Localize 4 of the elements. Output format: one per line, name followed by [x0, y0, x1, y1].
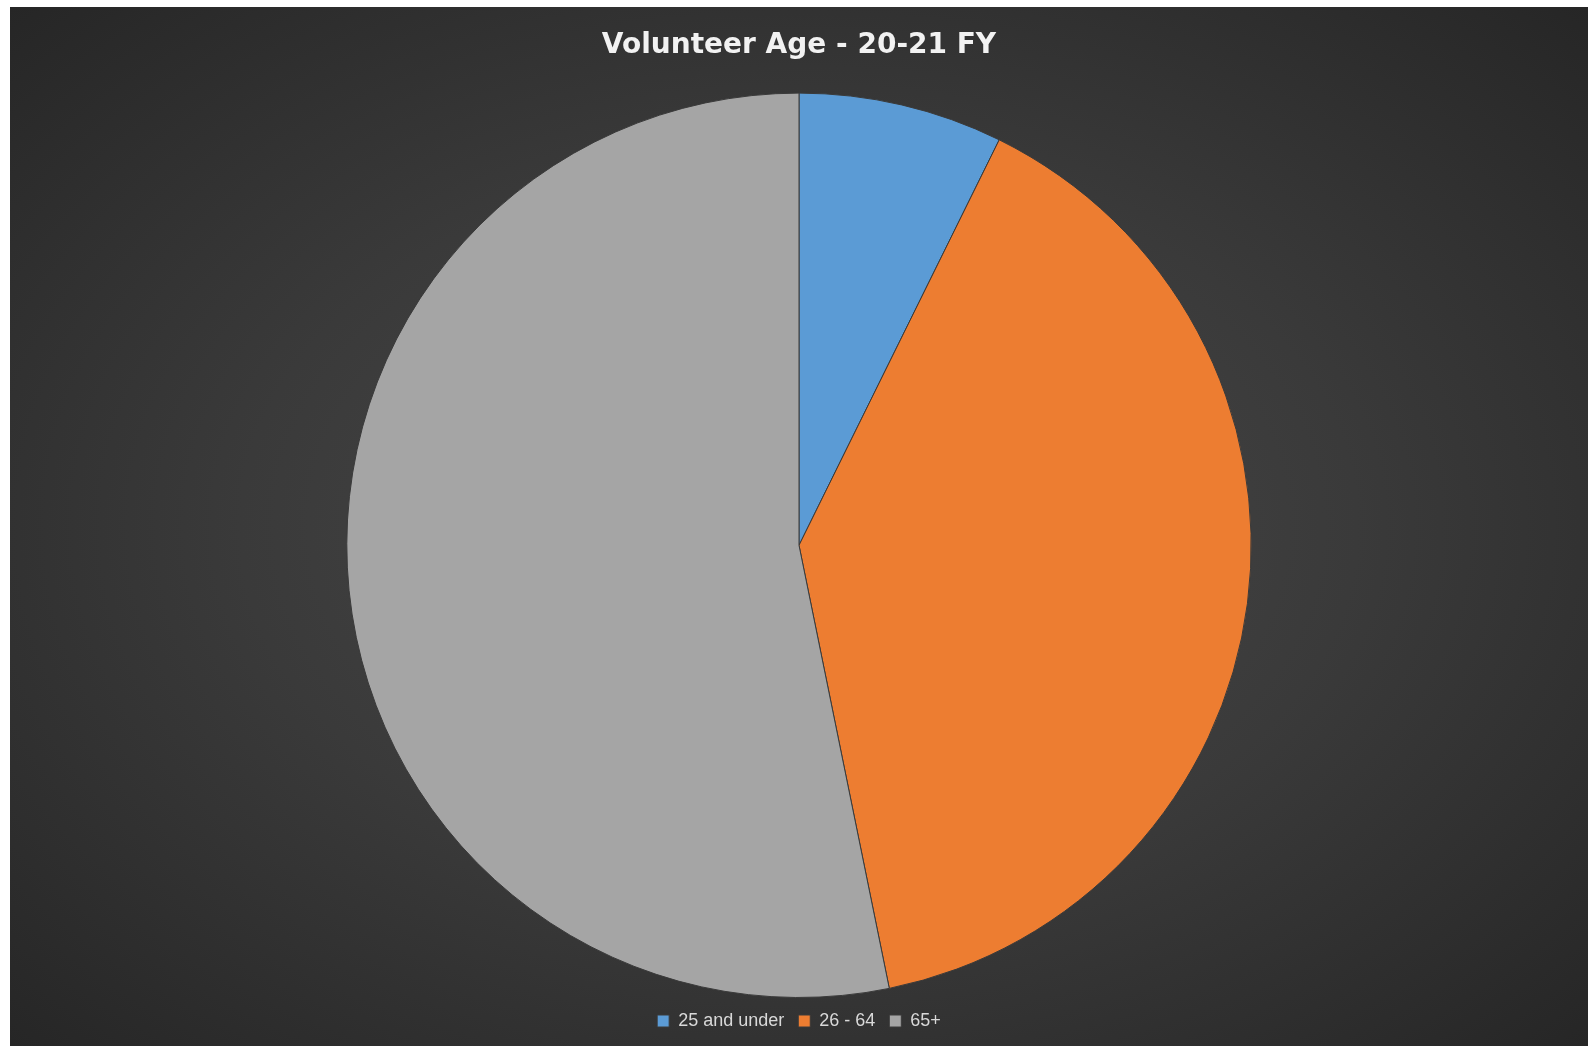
legend-label: 65+	[910, 1009, 941, 1030]
chart-title: Volunteer Age - 20-21 FY	[601, 27, 997, 61]
legend-label: 25 and under	[678, 1009, 785, 1030]
legend-label: 26 - 64	[819, 1009, 876, 1030]
